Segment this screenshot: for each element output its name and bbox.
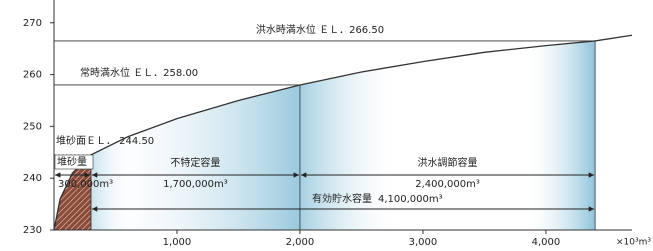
x-tick-label: 2,000 [286, 237, 315, 248]
storage-label: 1,700,000m³ [163, 179, 228, 190]
storage-label: 300,000m³ [58, 179, 113, 190]
level-label: 洪水時満水位 ＥＬ．266.50 [256, 23, 384, 36]
y-tick-label: 240 [23, 173, 42, 184]
y-tick-label: 270 [23, 18, 42, 29]
x-tick-label: 3,000 [409, 237, 438, 248]
storage-label: 4,100,000m³ [378, 194, 443, 205]
reservoir-chart: 230 240 250 260 270 1,000 2,000 3,000 4,000 ×10³m… [0, 0, 653, 251]
storage-name: 堆砂量 [57, 155, 87, 168]
y-tick-label: 250 [23, 121, 42, 132]
shade [91, 0, 133, 230]
storage-name: 洪水調節容量 [418, 156, 478, 169]
level-label: 堆砂面ＥＬ． 244.50 [56, 134, 154, 147]
x-unit: ×10³m³ [616, 238, 651, 248]
storage-name: 不特定容量 [170, 156, 220, 169]
x-tick-label: 4,000 [532, 237, 561, 248]
y-tick-label: 230 [23, 225, 42, 236]
shade [521, 0, 595, 230]
y-tick-label: 260 [23, 70, 42, 81]
x-tick-label: 1,000 [163, 237, 192, 248]
storage-name: 有効貯水容量 [312, 192, 372, 205]
storage-label: 2,400,000m³ [415, 179, 480, 190]
level-label: 常時満水位 ＥＬ．258.00 [80, 66, 198, 79]
